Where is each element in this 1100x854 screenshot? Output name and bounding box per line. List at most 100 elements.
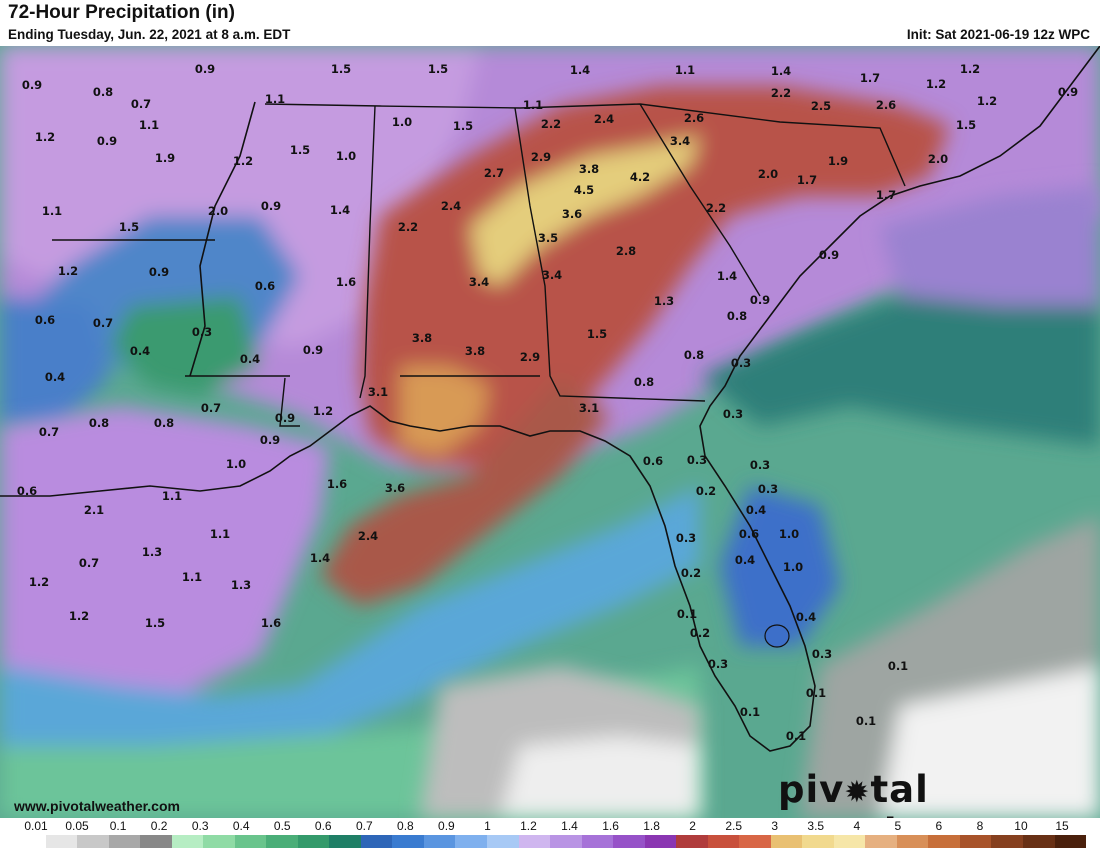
legend-swatch xyxy=(613,835,645,848)
precip-value-label: 0.7 xyxy=(79,556,99,570)
legend-swatch xyxy=(770,835,803,848)
legend-label: 1.4 xyxy=(561,819,578,833)
precip-value-label: 0.1 xyxy=(677,607,697,621)
precip-value-label: 1.2 xyxy=(69,609,89,623)
precip-value-label: 3.8 xyxy=(465,344,485,358)
legend-swatch xyxy=(77,835,109,848)
legend-swatch xyxy=(108,835,141,848)
precip-value-label: 0.8 xyxy=(89,416,109,430)
precip-value-label: 2.0 xyxy=(758,167,778,181)
precip-value-label: 1.0 xyxy=(779,527,799,541)
legend-swatch xyxy=(518,835,551,848)
legend-label: 2.5 xyxy=(725,819,743,833)
legend-label: 3.5 xyxy=(807,819,825,833)
precip-value-label: 0.9 xyxy=(149,265,169,279)
precip-value-label: 2.0 xyxy=(208,204,228,218)
legend-swatch xyxy=(644,835,677,848)
precip-value-label: 1.2 xyxy=(58,264,78,278)
precip-value-label: 0.3 xyxy=(192,325,212,339)
precip-value-label: 4.2 xyxy=(630,170,650,184)
precip-value-label: 1.1 xyxy=(210,527,230,541)
legend-swatch xyxy=(581,835,614,848)
precip-value-label: 1.7 xyxy=(876,188,896,202)
precip-value-label: 3.8 xyxy=(412,331,432,345)
precip-value-label: 0.6 xyxy=(739,527,759,541)
lake-okeechobee xyxy=(764,624,790,648)
precip-value-label: 2.1 xyxy=(84,503,104,517)
precip-value-label: 0.9 xyxy=(275,411,295,425)
precip-value-label: 1.5 xyxy=(956,118,976,132)
legend-swatch xyxy=(865,835,897,848)
precip-value-label: 0.4 xyxy=(796,610,816,624)
precip-value-label: 1.5 xyxy=(453,119,473,133)
legend-swatch xyxy=(360,835,393,848)
precip-value-label: 2.4 xyxy=(358,529,378,543)
legend-swatch xyxy=(928,835,960,848)
precip-value-label: 0.7 xyxy=(131,97,151,111)
precip-value-label: 1.3 xyxy=(142,545,162,559)
legend-label: 0.5 xyxy=(273,819,291,833)
precipitation-map: 0.9 0.8 0.9 1.5 1.5 1.4 1.1 1.4 1.7 1.2 1.2 0.9 0.7 1… xyxy=(0,46,1100,818)
precip-value-label: 1.4 xyxy=(310,551,330,565)
precip-value-label: 3.6 xyxy=(385,481,405,495)
legend-label: 0.01 xyxy=(24,819,48,833)
legend-swatch xyxy=(802,835,834,848)
legend-label: 2 xyxy=(689,819,696,833)
precip-value-label: 2.6 xyxy=(684,111,704,125)
precip-value-label: 2.8 xyxy=(616,244,636,258)
precip-value-label: 1.0 xyxy=(226,457,246,471)
precip-value-label: 0.6 xyxy=(255,279,275,293)
precip-value-label: 1.1 xyxy=(265,92,285,106)
precip-value-label: 0.1 xyxy=(888,659,908,673)
precip-value-label: 1.7 xyxy=(797,173,817,187)
precip-value-label: 1.5 xyxy=(145,616,165,630)
legend-swatch xyxy=(266,835,298,848)
precip-value-label: 0.4 xyxy=(130,344,150,358)
precip-value-label: 1.9 xyxy=(828,154,848,168)
precip-value-label: 1.1 xyxy=(675,63,695,77)
map-title: 72-Hour Precipitation (in) xyxy=(8,2,235,23)
precip-value-label: 1.6 xyxy=(261,616,281,630)
legend-swatch xyxy=(171,835,204,848)
gear-icon: ✹ xyxy=(844,775,871,810)
legend-swatch xyxy=(329,835,361,848)
legend-label: 6 xyxy=(935,819,943,833)
legend-label: 0.7 xyxy=(355,819,373,833)
legend-label: 0.05 xyxy=(65,819,89,833)
precip-value-label: 0.3 xyxy=(687,453,707,467)
legend-label: 15 xyxy=(1055,819,1069,833)
precip-value-label: 1.4 xyxy=(717,269,737,283)
legend-label: 1.2 xyxy=(520,819,537,833)
precip-value-label: 3.4 xyxy=(469,275,489,289)
precip-value-label: 0.3 xyxy=(758,482,778,496)
precip-value-label: 1.0 xyxy=(392,115,412,129)
precip-value-label: 3.1 xyxy=(368,385,388,399)
precip-value-label: 2.6 xyxy=(876,98,896,112)
precip-value-label: 2.9 xyxy=(531,150,551,164)
precip-value-label: 0.6 xyxy=(35,313,55,327)
precip-value-label: 1.3 xyxy=(231,578,251,592)
precip-value-label: 0.3 xyxy=(731,356,751,370)
precip-value-labels: 0.9 0.8 0.9 1.5 1.5 1.4 1.1 1.4 1.7 1.2 1.2 0.9 0.7 1… xyxy=(17,62,1078,743)
legend-swatches xyxy=(14,835,1087,848)
legend-swatch xyxy=(707,835,740,848)
precip-value-label: 1.6 xyxy=(327,477,347,491)
legend-label: 1.6 xyxy=(602,819,619,833)
precip-value-label: 0.9 xyxy=(819,248,839,262)
precip-value-label: 0.1 xyxy=(856,714,876,728)
precip-value-label: 1.3 xyxy=(654,294,674,308)
precip-field-south xyxy=(420,516,1100,818)
legend-swatch xyxy=(203,835,235,848)
legend-swatch xyxy=(14,835,46,848)
precip-value-label: 1.5 xyxy=(290,143,310,157)
precip-value-label: 1.2 xyxy=(313,404,333,418)
legend-swatch xyxy=(392,835,424,848)
legend-swatch xyxy=(959,835,992,848)
precip-value-label: 1.7 xyxy=(860,71,880,85)
legend-swatch xyxy=(455,835,487,848)
precip-value-label: 0.9 xyxy=(261,199,281,213)
precip-value-label: 1.2 xyxy=(35,130,55,144)
legend-swatch xyxy=(550,835,582,848)
legend-label: 3 xyxy=(771,819,779,833)
precip-value-label: 0.4 xyxy=(735,553,755,567)
